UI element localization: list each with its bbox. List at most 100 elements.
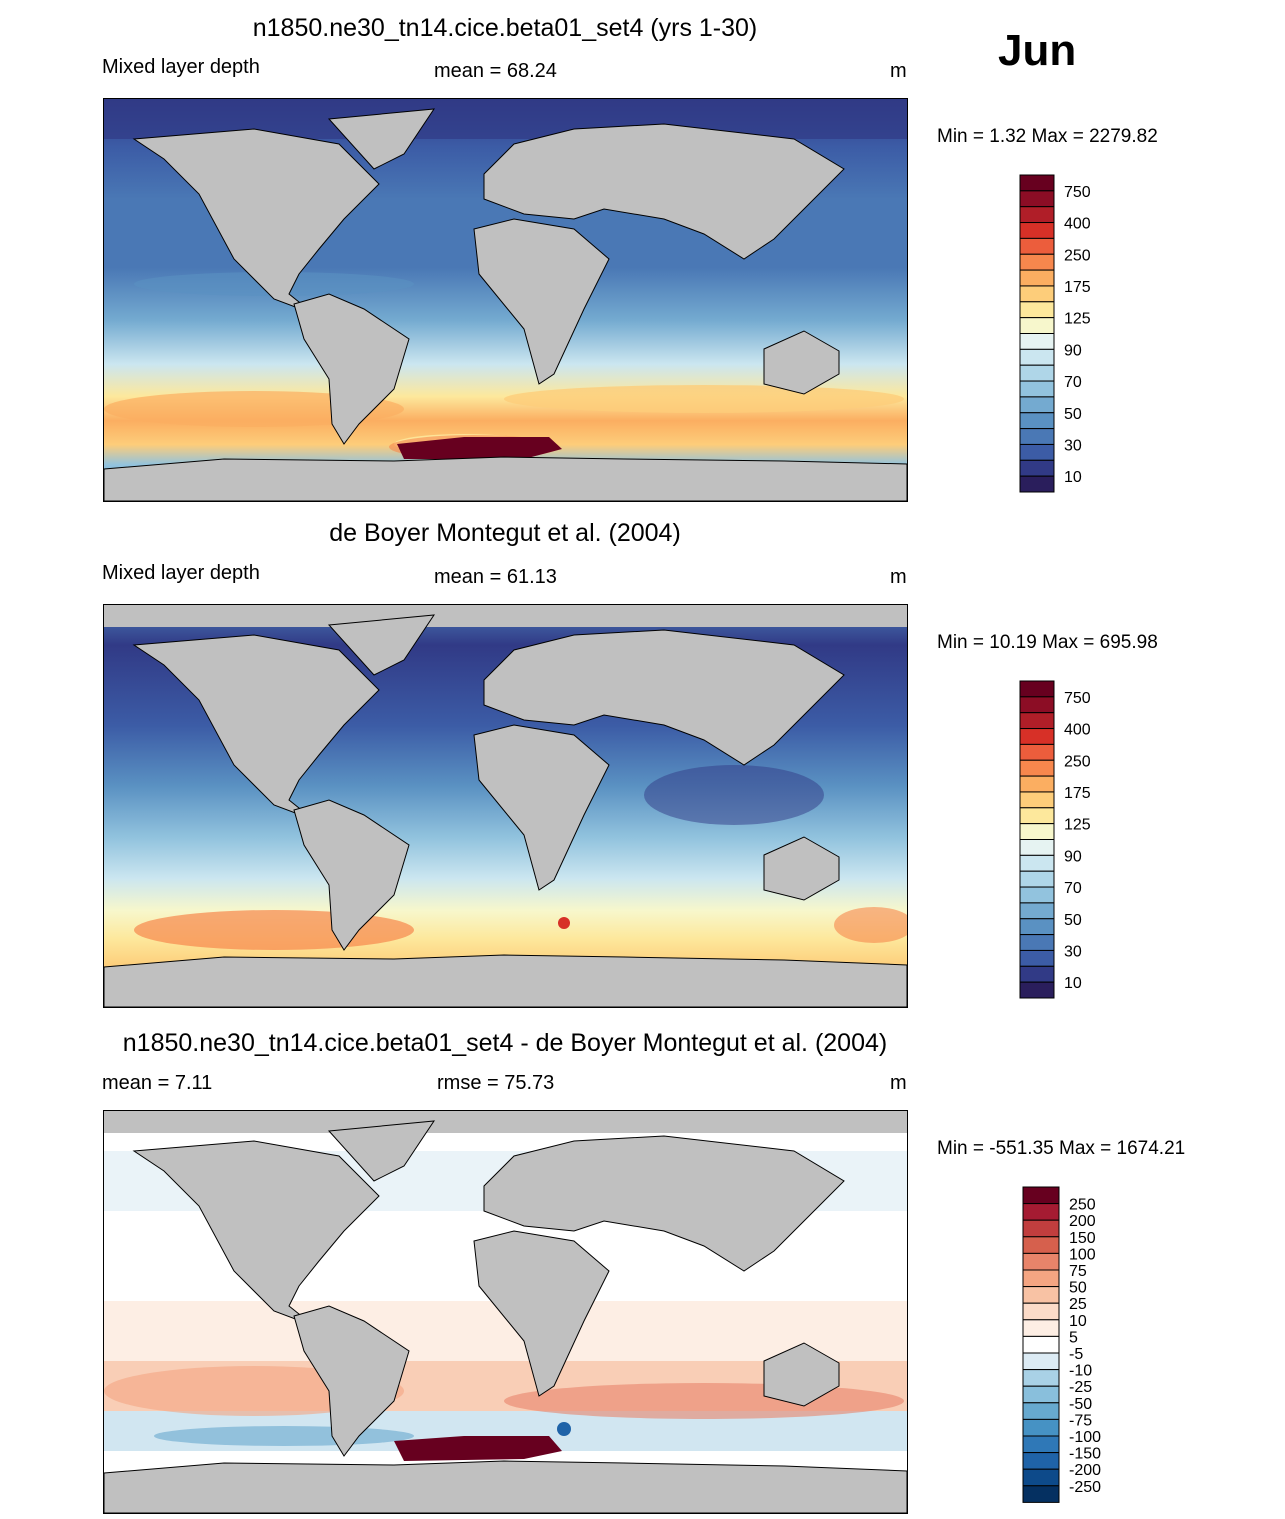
panel-title-model: n1850.ne30_tn14.cice.beta01_set4 (yrs 1-… (252, 14, 758, 42)
colorbar-diff-tick-label: 75 (1069, 1263, 1087, 1280)
colorbar-model-swatch (1019, 237, 1055, 255)
colorbar-obs-swatch (1019, 934, 1055, 951)
colorbar-obs-swatch (1019, 743, 1055, 761)
colorbar-diff-swatch (1022, 1435, 1060, 1454)
map-obs (103, 604, 908, 1008)
colorbar-diff-tick-label: -25 (1069, 1379, 1092, 1396)
colorbar-obs-swatch (1019, 823, 1055, 840)
colorbar-model-tick-label: 30 (1064, 437, 1082, 454)
colorbar-obs-swatch (1019, 949, 1055, 967)
colorbar-model-swatch (1019, 190, 1055, 208)
mean-label-obs: mean = 61.13 (434, 566, 557, 588)
colorbar-diff-tick-label: 25 (1069, 1296, 1087, 1313)
colorbar-model-swatch (1019, 317, 1055, 334)
colorbar-model-tick-label: 70 (1064, 374, 1082, 391)
colorbar-diff-swatch (1022, 1203, 1060, 1221)
colorbar-diff-tick-label: 150 (1069, 1230, 1096, 1247)
colorbar-model-tick-label: 400 (1064, 216, 1091, 233)
colorbar-obs-swatch (1019, 775, 1055, 793)
panel-title-obs: de Boyer Montegut et al. (2004) (329, 519, 681, 547)
colorbar-obs-swatch (1019, 886, 1055, 904)
units-label-model: m (890, 60, 907, 82)
colorbar-obs-swatch (1019, 712, 1055, 730)
colorbar-obs-tick-label: 175 (1064, 785, 1091, 802)
colorbar-diff-tick-label: -75 (1069, 1412, 1092, 1429)
mean-label-model: mean = 68.24 (434, 60, 557, 82)
colorbar-obs-swatch (1019, 759, 1055, 777)
colorbar-model-swatch (1019, 396, 1055, 414)
colorbar-obs-swatch (1019, 791, 1055, 809)
colorbar-diff-swatch (1022, 1319, 1060, 1337)
colorbar-diff-tick-label: -10 (1069, 1363, 1092, 1380)
colorbar-obs-swatch (1019, 870, 1055, 888)
colorbar-model-swatch (1019, 443, 1055, 461)
rmse-label-diff: rmse = 75.73 (437, 1072, 555, 1094)
colorbar-diff: 250 200 150 100 75 50 25 10 5 -5 -10 -25 -50 -75 -100-… (1022, 1186, 1143, 1517)
colorbar-diff-swatch (1022, 1252, 1060, 1271)
colorbar-obs-swatch (1019, 902, 1055, 920)
colorbar-diff-swatch (1022, 1468, 1060, 1487)
variable-label-obs: Mixed layer depth (102, 562, 260, 584)
weddell-hotspot-diff (394, 1436, 562, 1461)
colorbar-model-swatch (1019, 412, 1055, 430)
weddell-hotspot-model (397, 437, 562, 459)
map-model (103, 98, 908, 502)
colorbar-model-swatch (1019, 301, 1055, 319)
colorbar-obs-tick-label: 400 (1064, 722, 1091, 739)
colorbar-model-swatch (1019, 253, 1055, 271)
colorbar-diff-tick-label: 250 (1069, 1197, 1096, 1214)
colorbar-obs-swatch (1019, 839, 1055, 856)
colorbar-diff-tick-label: 5 (1069, 1329, 1078, 1346)
colorbar-diff-swatch (1022, 1369, 1060, 1387)
colorbar-obs-tick-label: 70 (1064, 880, 1082, 897)
colorbar-diff-tick-label: 50 (1069, 1280, 1087, 1297)
colorbar-obs: 750 400 250 175 125 90 70 50 30 10 (1019, 680, 1140, 1001)
colorbar-obs-swatch (1019, 728, 1055, 745)
colorbar-obs-tick-label: 90 (1064, 848, 1082, 865)
colorbar-model-swatch (1019, 364, 1055, 382)
colorbar-obs-tick-label: 125 (1064, 817, 1091, 834)
colorbar-diff-tick-label: -100 (1069, 1429, 1101, 1446)
minmax-label-model: Min = 1.32 Max = 2279.82 (937, 126, 1158, 147)
colorbar-diff-tick-label: 100 (1069, 1246, 1096, 1263)
colorbar-diff-swatch (1022, 1186, 1060, 1205)
colorbar-diff-tick-label: -50 (1069, 1396, 1092, 1413)
colorbar-model-tick-label: 250 (1064, 247, 1091, 264)
colorbar-obs-swatch (1019, 965, 1055, 983)
colorbar-model-swatch (1019, 174, 1055, 192)
colorbar-model-swatch (1019, 206, 1055, 224)
minmax-label-diff: Min = -551.35 Max = 1674.21 (937, 1138, 1186, 1159)
colorbar-model-tick-label: 50 (1064, 406, 1082, 423)
mean-label-diff: mean = 7.11 (102, 1072, 213, 1094)
colorbar-obs-swatch (1019, 807, 1055, 825)
colorbar-diff-swatch (1022, 1219, 1060, 1238)
colorbar-diff-swatch (1022, 1452, 1060, 1470)
colorbar-diff-tick-label: 10 (1069, 1313, 1087, 1330)
colorbar-model-swatch (1019, 333, 1055, 350)
colorbar-diff-swatch (1022, 1402, 1060, 1420)
colorbar-model-tick-label: 90 (1064, 342, 1082, 359)
colorbar-model: 750 400 250 175 125 90 70 50 30 10 (1019, 174, 1140, 495)
colorbar-diff-swatch (1022, 1286, 1060, 1304)
colorbar-model-tick-label: 10 (1064, 469, 1082, 486)
colorbar-obs-swatch (1019, 854, 1055, 872)
colorbar-model-tick-label: 125 (1064, 311, 1091, 328)
colorbar-diff-swatch (1022, 1269, 1060, 1288)
colorbar-model-tick-label: 750 (1064, 184, 1091, 201)
units-label-obs: m (890, 566, 907, 588)
colorbar-obs-tick-label: 50 (1064, 912, 1082, 929)
colorbar-model-swatch (1019, 459, 1055, 477)
colorbar-model-swatch (1019, 380, 1055, 398)
colorbar-diff-swatch (1022, 1352, 1060, 1371)
map-diff (103, 1110, 908, 1514)
colorbar-model-tick-label: 175 (1064, 279, 1091, 296)
colorbar-diff-tick-label: 200 (1069, 1213, 1096, 1230)
colorbar-diff-swatch (1022, 1302, 1060, 1321)
colorbar-obs-swatch (1019, 918, 1055, 936)
colorbar-diff-swatch (1022, 1485, 1060, 1503)
colorbar-model-swatch (1019, 222, 1055, 239)
colorbar-obs-tick-label: 750 (1064, 690, 1091, 707)
colorbar-model-swatch (1019, 428, 1055, 445)
colorbar-model-swatch (1019, 285, 1055, 303)
colorbar-diff-tick-label: -150 (1069, 1446, 1101, 1463)
